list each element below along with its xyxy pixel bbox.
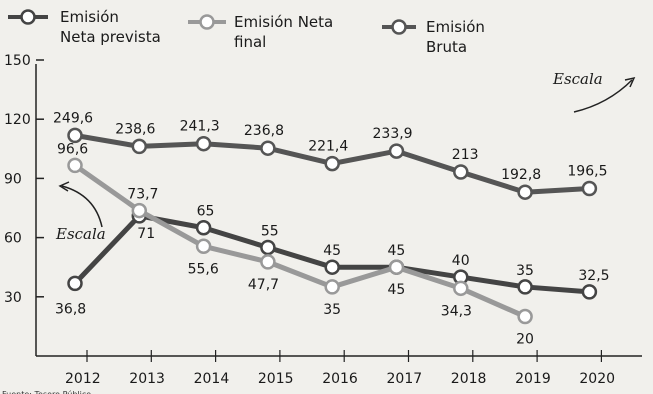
x-tick-label-2019: 2019: [515, 371, 551, 387]
point-neta-final-2012: [67, 157, 83, 174]
point-neta-prevista-2012: [67, 275, 83, 292]
point-neta-prevista-2015: [260, 239, 276, 256]
data-label-neta-final-2017: 45: [388, 282, 406, 298]
data-label-neta-final-2012: 96,6: [57, 141, 88, 157]
point-neta-final-2017: [388, 259, 405, 275]
legend-label-neta-final-l1: Emisión Neta: [234, 13, 333, 31]
x-axis: 2012 2013 2014 2015 2016 2017 2018 2019 2020: [36, 350, 642, 387]
point-neta-prevista-2014: [195, 219, 212, 236]
series-layer: [67, 127, 598, 325]
point-neta-final-2019: [517, 308, 533, 325]
point-bruta-2019: [517, 184, 533, 200]
data-label-neta-final-2015: 47,7: [248, 277, 279, 293]
point-neta-prevista-2020: [581, 284, 598, 300]
y-tick-label-30: 30: [4, 290, 22, 306]
data-label-bruta-2015: 236,8: [244, 123, 284, 139]
data-label-neta-final-2019: 20: [516, 332, 534, 348]
data-label-neta-final-2014: 55,6: [188, 261, 219, 277]
data-label-neta-final-2016: 35: [323, 302, 341, 318]
x-tick-label-2012: 2012: [65, 371, 101, 387]
data-labels: 249,6 238,6 241,3 236,8 221,4 233,9 213 192,8 19…: [53, 110, 610, 347]
point-bruta-2014: [195, 135, 212, 152]
legend-label-bruta-l1: Emisión: [426, 18, 485, 36]
data-label-neta-prevista-2012: 36,8: [55, 301, 86, 317]
point-neta-final-2018: [453, 280, 469, 297]
point-bruta-2015: [260, 140, 276, 156]
x-tick-label-2013: 2013: [129, 371, 165, 387]
series-line-neta-final: [73, 163, 527, 319]
point-bruta-2016: [324, 155, 340, 172]
y-axis: 30 60 90 120 150: [4, 53, 44, 356]
point-bruta-2013: [131, 138, 148, 155]
legend-swatch-bruta: [382, 19, 416, 35]
point-bruta-2018: [453, 164, 469, 180]
data-label-neta-prevista-2017: 45: [388, 243, 406, 259]
x-tick-label-2017: 2017: [387, 371, 423, 387]
data-label-neta-final-2013: 73,7: [127, 187, 158, 203]
legend: Emisión Neta prevista Emisión Neta final E…: [8, 8, 485, 56]
data-label-neta-prevista-2018: 40: [452, 253, 470, 269]
data-label-neta-prevista-2014: 65: [197, 204, 215, 220]
legend-label-neta-prevista: Emisión Neta prevista: [60, 8, 161, 46]
legend-label-neta-prevista-l2: Neta prevista: [60, 28, 161, 46]
legend-label-bruta: Emisión Bruta: [426, 18, 485, 56]
data-label-neta-prevista-2015: 55: [261, 223, 279, 239]
data-label-bruta-2012: 249,6: [53, 110, 93, 126]
data-label-bruta-2016: 221,4: [308, 139, 348, 155]
legend-label-neta-final-l2: final: [234, 33, 266, 51]
scale-note-right-text: Escala: [552, 70, 603, 88]
legend-label-bruta-l2: Bruta: [426, 38, 467, 56]
source-note: Fuente: Tesoro Público: [2, 390, 91, 394]
data-label-bruta-2020: 196,5: [567, 164, 607, 180]
point-neta-final-2016: [324, 279, 340, 295]
data-label-bruta-2013: 238,6: [115, 121, 155, 137]
data-label-bruta-2019: 192,8: [501, 167, 541, 183]
x-tick-label-2018: 2018: [451, 371, 487, 387]
data-label-neta-prevista-2016: 45: [323, 243, 341, 259]
scale-note-left-text: Escala: [55, 225, 106, 243]
point-bruta-2020: [581, 180, 598, 197]
scale-note-right: Escala: [552, 70, 636, 113]
data-label-neta-prevista-2020: 32,5: [578, 268, 609, 284]
point-bruta-2012: [67, 127, 83, 144]
legend-label-neta-prevista-l1: Emisión: [60, 8, 119, 26]
data-label-neta-final-2018: 34,3: [441, 303, 472, 319]
point-neta-prevista-2016: [324, 259, 340, 275]
scale-note-left: Escala: [55, 181, 106, 243]
legend-label-neta-final: Emisión Neta final: [234, 13, 333, 51]
series-bruta: [67, 127, 598, 200]
point-neta-final-2014: [195, 238, 212, 255]
y-tick-label-60: 60: [4, 231, 22, 247]
series-neta-final: [67, 157, 533, 325]
x-tick-label-2016: 2016: [322, 371, 358, 387]
x-tick-label-2020: 2020: [579, 371, 615, 387]
data-label-neta-prevista-2019: 35: [516, 263, 534, 279]
x-tick-label-2014: 2014: [194, 371, 230, 387]
data-label-neta-prevista-2013: 71: [137, 226, 155, 242]
point-bruta-2017: [388, 143, 405, 159]
point-neta-final-2013: [131, 202, 148, 219]
y-tick-label-150: 150: [4, 53, 31, 69]
y-tick-label-120: 120: [4, 112, 31, 128]
legend-swatch-neta-final: [188, 14, 226, 30]
data-label-bruta-2017: 233,9: [373, 126, 413, 142]
data-label-bruta-2018: 213: [452, 147, 479, 163]
y-tick-label-90: 90: [4, 171, 22, 187]
legend-swatch-neta-prevista: [8, 9, 48, 25]
point-neta-final-2015: [260, 254, 276, 270]
x-tick-label-2015: 2015: [258, 371, 294, 387]
point-neta-prevista-2019: [517, 279, 533, 295]
data-label-bruta-2014: 241,3: [180, 119, 220, 135]
